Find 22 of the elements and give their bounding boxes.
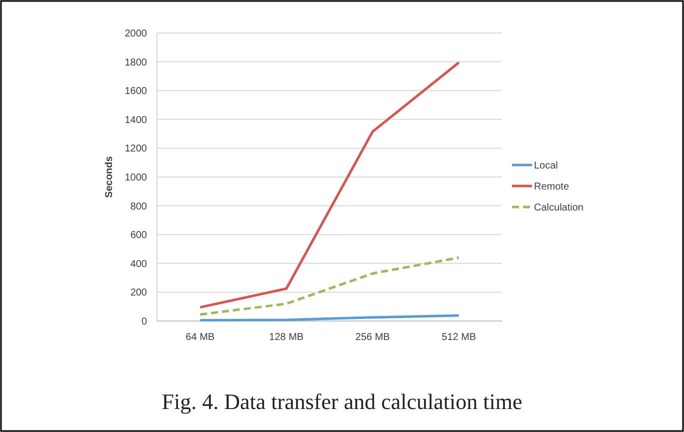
y-tick-label: 2000: [124, 28, 148, 40]
y-tick-label: 1800: [124, 57, 148, 68]
y-axis-title: Seconds: [104, 156, 115, 198]
y-tick-label: 600: [130, 230, 148, 242]
y-tick-label: 0: [141, 316, 148, 328]
y-tick-label: 200: [130, 288, 148, 299]
legend-label: Local: [534, 160, 558, 172]
line-series: [198, 61, 460, 309]
y-tick-label: 1000: [124, 172, 148, 184]
line-series: [198, 256, 460, 316]
legend-label: Calculation: [534, 202, 584, 214]
text: Fig. 4. Data transfer and calculation time: [162, 389, 522, 414]
x-tick-label: 128 MB: [269, 332, 304, 343]
y-tick-label: 1600: [124, 86, 148, 98]
legend-label: Remote: [534, 182, 570, 192]
x-tick-label: 64 MB: [186, 332, 215, 343]
x-tick-label: 512 MB: [442, 332, 476, 343]
y-tick-label: 400: [130, 258, 148, 270]
x-tick-label: 256 MB: [355, 332, 390, 343]
y-tick-label: 800: [130, 201, 148, 212]
y-tick-label: 1400: [124, 114, 148, 126]
y-tick-label: 1200: [124, 144, 148, 155]
